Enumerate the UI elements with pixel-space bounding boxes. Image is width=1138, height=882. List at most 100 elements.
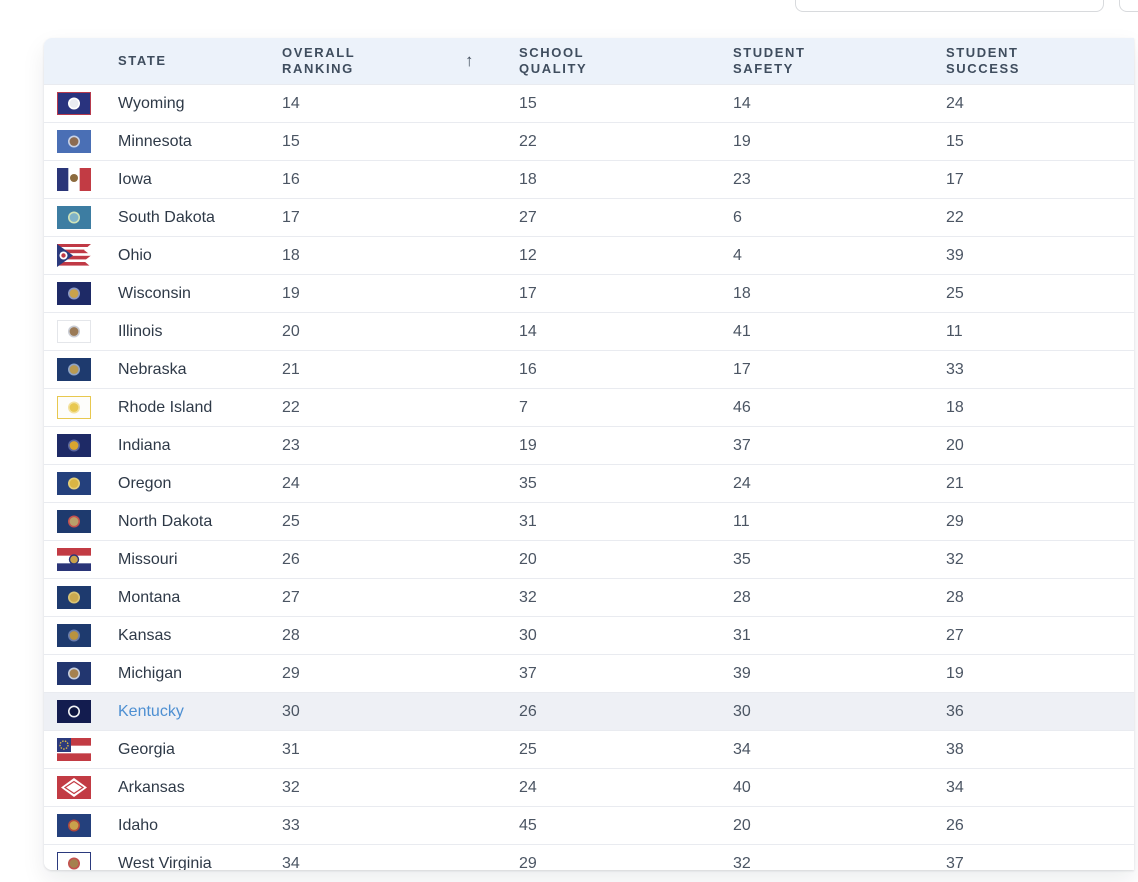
table-row-west-virginia: West Virginia 34 29 32 37 [44, 844, 1134, 870]
overall-ranking-value: 32 [282, 778, 300, 796]
student-success-value: 24 [946, 94, 964, 112]
student-success-value: 32 [946, 550, 964, 568]
student-safety-value: 37 [733, 436, 751, 454]
student-success-value: 20 [946, 436, 964, 454]
overall-ranking-value: 21 [282, 360, 300, 378]
student-safety-value: 19 [733, 132, 751, 150]
state-link[interactable]: Montana [118, 588, 181, 606]
state-link[interactable]: Wisconsin [118, 284, 191, 302]
state-link[interactable]: Illinois [118, 322, 163, 340]
arrow-up-icon: ↑ [465, 51, 474, 70]
state-link[interactable]: Missouri [118, 550, 178, 568]
state-link[interactable]: South Dakota [118, 208, 215, 226]
column-header-state[interactable]: STATE [118, 53, 167, 69]
overall-ranking-value: 23 [282, 436, 300, 454]
state-link[interactable]: Ohio [118, 246, 152, 264]
table-row-south-dakota: South Dakota 17 27 6 22 [44, 198, 1134, 236]
top-bar [0, 0, 1138, 38]
student-safety-value: 6 [733, 208, 742, 226]
state-link[interactable]: North Dakota [118, 512, 213, 530]
state-link[interactable]: Kansas [118, 626, 172, 644]
school-quality-value: 14 [519, 322, 537, 340]
table-row-illinois: Illinois 20 14 41 11 [44, 312, 1134, 350]
column-header-student-safety[interactable]: STUDENT SAFETY [733, 45, 806, 76]
school-quality-value: 15 [519, 94, 537, 112]
school-quality-value: 35 [519, 474, 537, 492]
overall-ranking-value: 28 [282, 626, 300, 644]
overall-ranking-value: 20 [282, 322, 300, 340]
state-link[interactable]: West Virginia [118, 854, 212, 871]
table-row-michigan: Michigan 29 37 39 19 [44, 654, 1134, 692]
montana-flag-icon [44, 586, 118, 609]
school-quality-value: 25 [519, 740, 537, 758]
column-header-overall-ranking[interactable]: OVERALL RANKING [282, 45, 356, 76]
table-row-wyoming: Wyoming 14 15 14 24 [44, 84, 1134, 122]
table-row-oregon: Oregon 24 35 24 21 [44, 464, 1134, 502]
rankings-table-card: STATE OVERALL RANKING ↑ SCHOOL QUALITY STUDE… [44, 38, 1134, 870]
table-row-rhode-island: Rhode Island 22 7 46 18 [44, 388, 1134, 426]
student-safety-value: 4 [733, 246, 742, 264]
school-quality-value: 37 [519, 664, 537, 682]
rhode-island-flag-icon [44, 396, 118, 419]
school-quality-value: 12 [519, 246, 537, 264]
school-quality-value: 45 [519, 816, 537, 834]
table-row-ohio: Ohio 18 12 4 39 [44, 236, 1134, 274]
kentucky-flag-icon [44, 700, 118, 723]
state-link[interactable]: Nebraska [118, 360, 187, 378]
student-success-value: 18 [946, 398, 964, 416]
overall-ranking-value: 15 [282, 132, 300, 150]
school-quality-value: 19 [519, 436, 537, 454]
indiana-flag-icon [44, 434, 118, 457]
state-link[interactable]: Oregon [118, 474, 172, 492]
minnesota-flag-icon [44, 130, 118, 153]
student-success-value: 22 [946, 208, 964, 226]
wyoming-flag-icon [44, 92, 118, 115]
search-input[interactable] [795, 0, 1104, 12]
state-link[interactable]: Arkansas [118, 778, 185, 796]
student-safety-value: 34 [733, 740, 751, 758]
kansas-flag-icon [44, 624, 118, 647]
column-header-school-quality[interactable]: SCHOOL QUALITY [519, 45, 588, 76]
table-row-missouri: Missouri 26 20 35 32 [44, 540, 1134, 578]
student-success-value: 29 [946, 512, 964, 530]
state-link[interactable]: Rhode Island [118, 398, 213, 416]
overall-ranking-value: 34 [282, 854, 300, 871]
table-row-kentucky: Kentucky 30 26 30 36 [44, 692, 1134, 730]
arkansas-flag-icon [44, 776, 118, 799]
table-row-north-dakota: North Dakota 25 31 11 29 [44, 502, 1134, 540]
student-safety-value: 24 [733, 474, 751, 492]
state-link[interactable]: Iowa [118, 170, 152, 188]
student-safety-value: 35 [733, 550, 751, 568]
state-link[interactable]: Kentucky [118, 702, 184, 720]
north-dakota-flag-icon [44, 510, 118, 533]
school-quality-value: 30 [519, 626, 537, 644]
school-quality-value: 20 [519, 550, 537, 568]
state-link[interactable]: Indiana [118, 436, 171, 454]
state-link[interactable]: Georgia [118, 740, 175, 758]
table-row-montana: Montana 27 32 28 28 [44, 578, 1134, 616]
table-body: Wyoming 14 15 14 24 Minnesota 15 22 19 15 Iowa 16 18… [44, 84, 1134, 870]
student-success-value: 33 [946, 360, 964, 378]
state-link[interactable]: Minnesota [118, 132, 192, 150]
state-link[interactable]: Idaho [118, 816, 159, 834]
state-link[interactable]: Michigan [118, 664, 183, 682]
school-quality-value: 18 [519, 170, 537, 188]
student-safety-value: 39 [733, 664, 751, 682]
table-row-indiana: Indiana 23 19 37 20 [44, 426, 1134, 464]
student-success-value: 28 [946, 588, 964, 606]
state-link[interactable]: Wyoming [118, 94, 185, 112]
school-quality-value: 22 [519, 132, 537, 150]
georgia-flag-icon [44, 738, 118, 761]
student-safety-value: 32 [733, 854, 751, 871]
column-header-overall-ranking-wrap[interactable]: OVERALL RANKING ↑ [282, 45, 519, 77]
overall-ranking-value: 29 [282, 664, 300, 682]
school-quality-value: 32 [519, 588, 537, 606]
student-safety-value: 14 [733, 94, 751, 112]
table-row-kansas: Kansas 28 30 31 27 [44, 616, 1134, 654]
student-success-value: 39 [946, 246, 964, 264]
top-secondary-control[interactable] [1119, 0, 1138, 12]
column-header-student-success[interactable]: STUDENT SUCCESS [946, 45, 1021, 76]
overall-ranking-value: 16 [282, 170, 300, 188]
illinois-flag-icon [44, 320, 118, 343]
student-safety-value: 40 [733, 778, 751, 796]
